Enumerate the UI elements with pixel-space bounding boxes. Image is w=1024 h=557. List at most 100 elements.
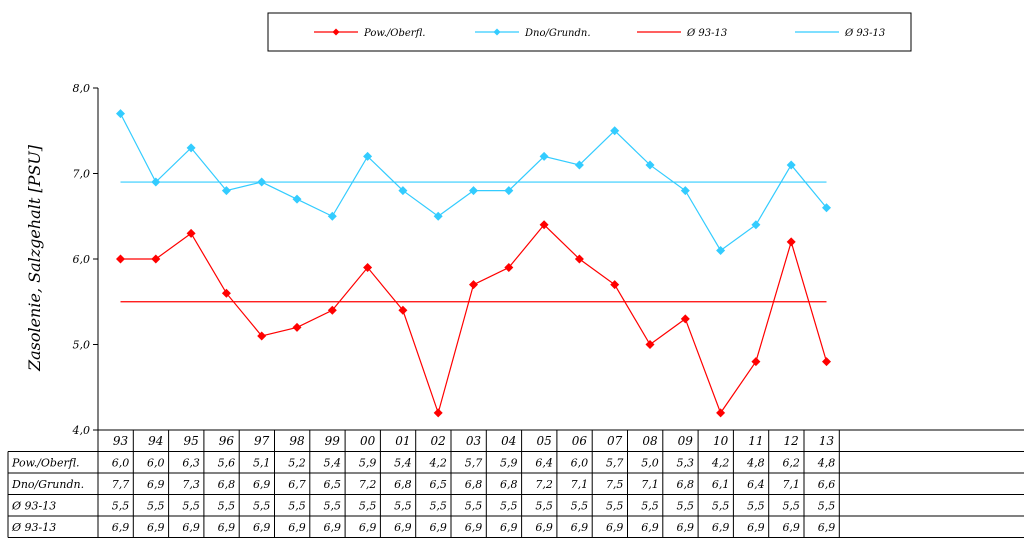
data-point xyxy=(116,109,125,119)
table-cell: 6,9 xyxy=(818,521,836,534)
y-tick-label: 4,0 xyxy=(72,424,91,437)
data-point xyxy=(292,322,302,332)
table-cell: 5,5 xyxy=(112,500,130,513)
data-point xyxy=(469,280,478,290)
data-point xyxy=(221,186,231,196)
table-cell: 6,9 xyxy=(712,521,730,534)
y-tick-label: 8,0 xyxy=(73,82,91,95)
data-point xyxy=(398,186,408,196)
table-cell: 5,9 xyxy=(500,457,518,470)
table-cell: 6,9 xyxy=(218,521,236,534)
data-point xyxy=(257,331,267,341)
data-point xyxy=(645,160,655,170)
table-cell: 6,5 xyxy=(324,478,342,491)
table-cell: 6,9 xyxy=(182,521,200,534)
table-cell: 5,5 xyxy=(288,500,306,513)
table-cell: 5,5 xyxy=(218,500,236,513)
table-cell: 5,5 xyxy=(677,500,695,513)
table-cell: 6,1 xyxy=(712,478,730,491)
table-cell: 6,9 xyxy=(535,521,553,534)
x-tick-label: 03 xyxy=(466,434,482,448)
table-cell: 5,5 xyxy=(324,500,342,513)
table-row-label: Pow./Oberfl. xyxy=(11,457,80,470)
y-tick-label: 5,0 xyxy=(73,339,91,352)
table-cell: 5,5 xyxy=(359,500,377,513)
table-cell: 6,8 xyxy=(677,478,695,491)
table-cell: 5,5 xyxy=(571,500,589,513)
data-point xyxy=(680,186,690,196)
table-cell: 7,2 xyxy=(535,478,553,491)
x-tick-label: 01 xyxy=(395,434,410,448)
table-cell: 6,9 xyxy=(641,521,659,534)
data-point xyxy=(363,151,373,161)
legend-label: Pow./Oberfl. xyxy=(363,28,425,39)
data-point xyxy=(610,280,620,290)
data-point xyxy=(116,254,125,264)
table-cell: 6,9 xyxy=(324,521,342,534)
table-cell: 6,9 xyxy=(782,521,800,534)
table-cell: 4,8 xyxy=(817,457,836,470)
table-cell: 6,9 xyxy=(359,521,377,534)
data-point xyxy=(716,408,726,418)
x-tick-label: 08 xyxy=(642,434,658,448)
table-cell: 5,9 xyxy=(359,457,377,470)
table-cell: 6,8 xyxy=(500,478,518,491)
data-point xyxy=(186,228,196,238)
data-point xyxy=(822,203,831,213)
y-tick-label: 7,0 xyxy=(73,168,91,181)
data-point xyxy=(221,288,231,298)
table-cell: 5,5 xyxy=(465,500,483,513)
x-tick-label: 96 xyxy=(219,434,235,448)
table-cell: 6,0 xyxy=(147,457,165,470)
data-point xyxy=(398,305,408,315)
table-cell: 6,9 xyxy=(253,521,271,534)
plot-area xyxy=(116,109,831,418)
table-cell: 5,7 xyxy=(606,457,624,470)
table-cell: 7,2 xyxy=(359,478,377,491)
table-cell: 6,6 xyxy=(818,478,836,491)
table-cell: 5,3 xyxy=(677,457,695,470)
table-cell: 5,5 xyxy=(500,500,518,513)
table-cell: 5,5 xyxy=(253,500,271,513)
x-tick-label: 93 xyxy=(113,434,129,448)
table-cell: 6,9 xyxy=(147,521,165,534)
table-cell: 5,5 xyxy=(535,500,553,513)
table-cell: 5,5 xyxy=(747,500,765,513)
x-tick-label: 94 xyxy=(148,434,163,448)
data-point xyxy=(363,263,373,273)
data-point xyxy=(610,126,620,136)
data-point xyxy=(433,408,443,418)
x-tick-label: 99 xyxy=(325,434,341,448)
table-cell: 6,7 xyxy=(288,478,306,491)
table-cell: 6,9 xyxy=(571,521,589,534)
table-cell: 6,5 xyxy=(429,478,447,491)
legend-marker xyxy=(332,28,340,36)
data-point xyxy=(786,160,796,170)
x-tick-label: 13 xyxy=(819,434,835,448)
x-tick-label: 11 xyxy=(748,434,763,448)
table-cell: 5,5 xyxy=(606,500,624,513)
table-cell: 6,2 xyxy=(782,457,800,470)
table-cell: 5,0 xyxy=(641,457,659,470)
table-cell: 7,1 xyxy=(782,478,800,491)
data-point xyxy=(786,237,796,247)
y-axis-label: Zasolenie, Salzgehalt [PSU] xyxy=(25,144,44,372)
table-cell: 6,9 xyxy=(429,521,447,534)
table-cell: 5,4 xyxy=(324,457,342,470)
x-tick-label: 09 xyxy=(678,434,694,448)
table-cell: 7,1 xyxy=(641,478,659,491)
data-point xyxy=(327,211,337,221)
legend-label: Ø 93-13 xyxy=(844,28,885,39)
table-cell: 6,0 xyxy=(571,457,589,470)
table-cell: 5,5 xyxy=(429,500,447,513)
data-table: 93 94 95 96 97 98 99 00 01 02 03 04 05 06 07 08 09 10 11 12… xyxy=(7,430,1024,538)
table-cell: 7,7 xyxy=(112,478,130,491)
table-cell: 5,4 xyxy=(394,457,412,470)
x-tick-label: 10 xyxy=(713,434,729,448)
table-cell: 5,5 xyxy=(782,500,800,513)
x-tick-label: 95 xyxy=(183,434,198,448)
data-point xyxy=(292,194,302,204)
data-point xyxy=(751,357,761,367)
data-point xyxy=(151,254,161,264)
